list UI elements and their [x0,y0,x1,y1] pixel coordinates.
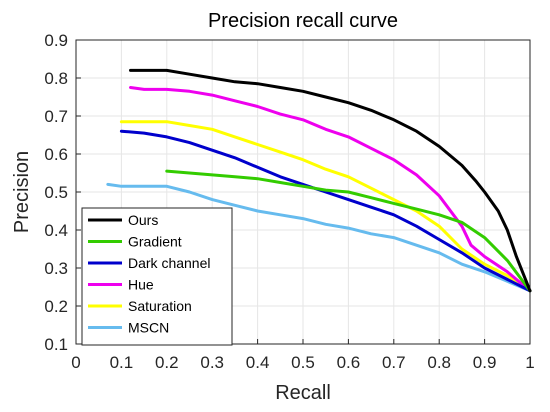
series-line-saturation [119,120,532,293]
series-line-ours [129,68,532,293]
y-tick-label: 0.5 [44,183,68,202]
x-tick-label: 0.5 [291,353,315,372]
legend-label-dark-channel: Dark channel [128,255,211,271]
y-axis-title: Precision [11,151,33,233]
y-tick-label: 0.3 [44,259,68,278]
series-line-hue [129,86,532,293]
y-tick-label: 0.9 [44,31,68,50]
y-tick-label: 0.1 [44,335,68,354]
y-tick-label: 0.4 [44,221,68,240]
y-tick-label: 0.8 [44,69,68,88]
y-tick-label: 0.2 [44,297,68,316]
x-tick-label: 0.4 [246,353,270,372]
legend-label-mscn: MSCN [128,320,169,336]
chart-title: Precision recall curve [208,10,398,32]
x-tick-label: 1 [525,353,534,372]
legend-label-hue: Hue [128,277,154,293]
x-tick-label: 0.1 [110,353,134,372]
x-tick-label: 0.8 [427,353,451,372]
legend-label-gradient: Gradient [128,234,182,250]
series-line-dark-channel [119,129,532,293]
y-tick-label: 0.7 [44,107,68,126]
series-lines [106,68,532,293]
x-tick-label: 0.7 [382,353,406,372]
series-line-gradient [165,169,532,293]
legend-label-saturation: Saturation [128,298,192,314]
x-tick-label: 0.2 [155,353,179,372]
x-tick-label: 0.3 [200,353,224,372]
legend-label-ours: Ours [128,212,158,228]
x-tick-label: 0.9 [473,353,497,372]
x-tick-label: 0 [71,353,80,372]
x-axis-title: Recall [275,382,331,404]
legend-box [81,207,233,346]
legend: Ours Gradient Dark channel Hue Saturation MSC… [81,207,233,346]
x-tick-label: 0.6 [337,353,361,372]
series-line-mscn [106,182,532,293]
y-tick-label: 0.6 [44,145,68,164]
